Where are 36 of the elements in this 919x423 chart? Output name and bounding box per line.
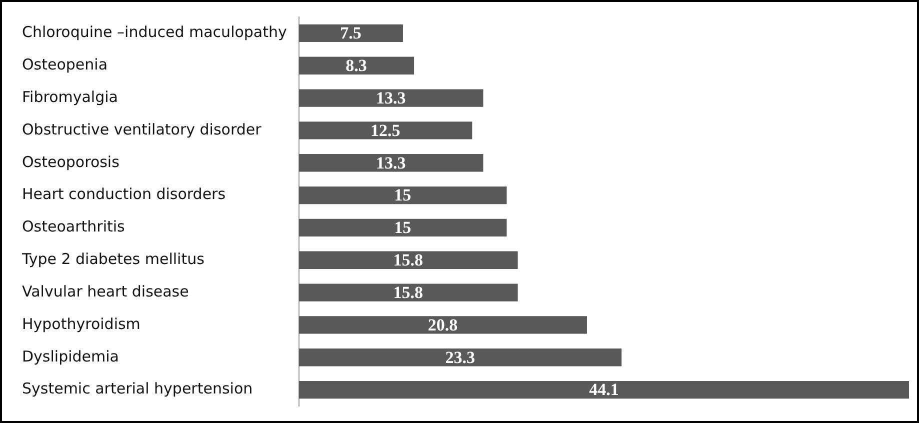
data-label: 13.3 [376,153,406,172]
bar [298,348,622,366]
y-tick-label: Fibromyalgia [22,88,118,106]
data-label: 20.8 [428,315,458,334]
bar [298,316,587,334]
y-tick-label: Hypothyroidism [22,314,140,333]
data-label: 13.3 [376,88,406,108]
bar [298,24,403,42]
bar [298,380,909,399]
data-label: 15.8 [393,250,424,270]
bar [298,122,472,140]
y-tick-label: Type 2 diabetes mellitus [21,250,205,268]
bar [298,284,518,302]
data-label: 15.8 [393,282,424,302]
data-label: 15 [394,186,412,205]
data-label: 15 [394,218,412,238]
data-label: 8.3 [346,56,367,76]
data-label: 7.5 [340,24,362,43]
bar [298,251,518,269]
bar [298,56,414,74]
y-tick-label: Obstructive ventilatory disorder [22,120,262,138]
data-label: 12.5 [370,120,400,140]
bar [298,154,484,172]
data-label: 44.1 [589,380,619,400]
y-tick-label: Heart conduction disorders [22,185,226,204]
bar [298,89,484,107]
bar [298,186,507,204]
y-tick-label: Chloroquine –induced maculopathy [22,23,288,42]
y-tick-label: Osteopenia [22,56,108,74]
y-tick-label: Dyslipidemia [22,347,119,366]
y-tick-label: Osteoporosis [22,152,120,171]
y-tick-label: Systemic arterial hypertension [22,380,253,398]
y-tick-label: Valvular heart disease [22,282,189,300]
data-label: 23.3 [445,348,475,367]
y-tick-label: Osteoarthritis [22,218,126,236]
bar [298,218,507,237]
